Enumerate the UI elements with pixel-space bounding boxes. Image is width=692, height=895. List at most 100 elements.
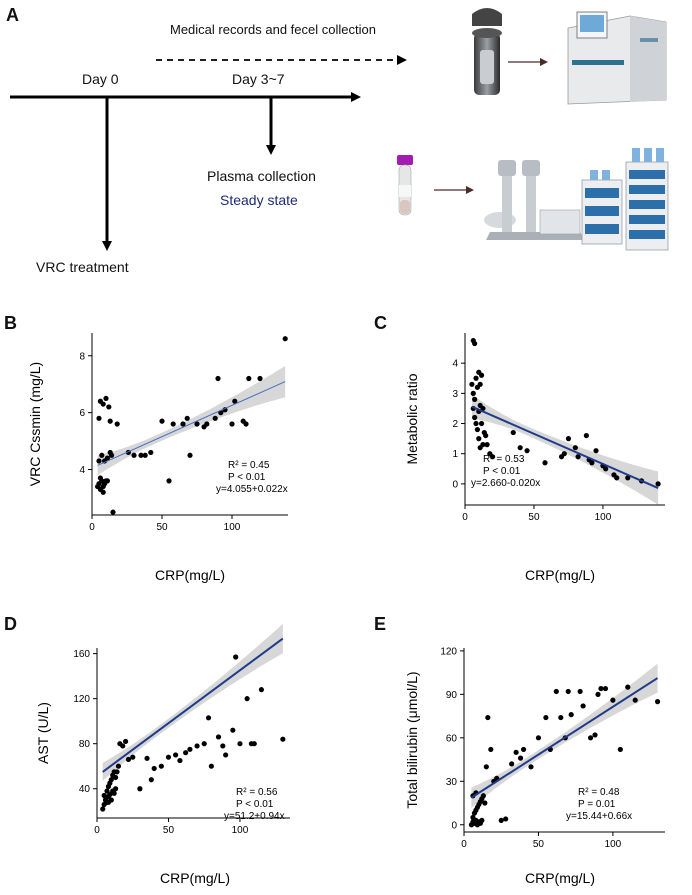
timeline-graphic xyxy=(10,8,669,251)
chart-e-pvalue: P = 0.01 xyxy=(578,799,616,810)
chart-e-point-34 xyxy=(553,688,559,695)
chart-d-ytick-40: 40 xyxy=(79,784,91,795)
chart-e-ytick-30: 30 xyxy=(446,777,458,788)
chart-d-xlabel: CRP(mg/L) xyxy=(160,870,230,886)
chart-b-fit-line xyxy=(97,381,286,466)
chart-e-confidence-band xyxy=(471,663,658,808)
chart-d-point-33 xyxy=(173,752,179,758)
chart-b-point-22 xyxy=(114,421,120,427)
chart-b-point-5 xyxy=(102,481,108,487)
chart-c-point-15 xyxy=(477,402,483,409)
chart-d-point-43 xyxy=(223,752,229,758)
chart-b-pvalue: P < 0.01 xyxy=(228,472,266,483)
chart-c-ylabel: Metabolic ratio xyxy=(404,373,420,464)
chart-b-point-44 xyxy=(240,418,246,424)
chart-c-xtick-0: 0 xyxy=(462,512,468,523)
chart-b-point-37 xyxy=(204,421,210,427)
chart-e-point-31 xyxy=(535,735,542,741)
vrc-treatment-label: VRC treatment xyxy=(36,259,129,275)
chart-c-point-45 xyxy=(655,481,661,487)
chart-c-point-41 xyxy=(611,472,617,478)
steady-state-label: Steady state xyxy=(220,192,298,208)
chart-b-confidence-band xyxy=(97,366,286,476)
chart-c-point-33 xyxy=(572,445,578,451)
chart-d-point-6 xyxy=(108,797,114,803)
chart-d-point-48 xyxy=(248,741,254,747)
chart-c-point-5 xyxy=(473,375,479,381)
chart-d-point-11 xyxy=(104,788,110,794)
chart-e-point-46 xyxy=(610,697,616,703)
chart-b-point-39 xyxy=(215,375,221,382)
chart-d-point-7 xyxy=(110,788,116,794)
chart-e-ytick-60: 60 xyxy=(446,733,458,744)
chart-d-point-12 xyxy=(105,783,112,790)
chart-b-point-3 xyxy=(99,478,105,484)
chart-d-point-40 xyxy=(208,763,214,769)
chart-b-point-40 xyxy=(218,410,224,416)
chart-d-point-34 xyxy=(177,757,183,764)
chart-e-point-32 xyxy=(543,714,549,721)
chart-e-point-3 xyxy=(473,817,479,824)
chart-d-point-27 xyxy=(137,786,143,792)
chart-d-point-17 xyxy=(112,774,119,781)
chart-b-point-1 xyxy=(96,481,102,487)
chart-c-point-21 xyxy=(481,429,487,436)
chart-c-point-7 xyxy=(476,369,482,375)
chart-c-point-10 xyxy=(470,405,476,412)
chart-e-point-2 xyxy=(471,820,478,826)
chart-c-point-13 xyxy=(474,426,481,433)
chart-e-point-7 xyxy=(479,817,485,824)
chart-e-point-20 xyxy=(485,714,491,721)
chart-c-point-26 xyxy=(510,429,516,436)
chart-b-point-26 xyxy=(138,452,144,458)
chart-d-point-9 xyxy=(112,786,119,792)
chart-b-point-12 xyxy=(102,458,108,464)
chart-c-ytick-3: 3 xyxy=(452,389,458,400)
chart-c-xtick-100: 100 xyxy=(595,512,612,523)
chart-d-point-5 xyxy=(107,791,113,797)
chart-e-point-21 xyxy=(488,746,494,753)
chart-c-fit-line xyxy=(471,405,659,490)
chart-c-point-3 xyxy=(470,390,476,396)
chart-d-point-24 xyxy=(122,738,129,745)
chart-c-ytick-0: 0 xyxy=(452,479,458,490)
chart-d-point-25 xyxy=(125,756,132,763)
chart-e-point-43 xyxy=(595,691,601,697)
chart-e-point-9 xyxy=(471,810,478,816)
chart-d-point-19 xyxy=(115,763,122,769)
chart-e-point-48 xyxy=(625,684,631,690)
chart-e-xtick-50: 50 xyxy=(533,839,545,850)
chart-d-point-42 xyxy=(220,743,226,749)
chart-b-point-4 xyxy=(100,489,106,495)
chart-c-point-18 xyxy=(476,436,482,442)
day37-label: Day 3~7 xyxy=(232,71,285,87)
chart-d-confidence-band xyxy=(102,623,283,781)
chart-b-point-31 xyxy=(170,421,176,427)
chart-b-xtick-0: 0 xyxy=(89,522,95,533)
chart-d-pvalue: P < 0.01 xyxy=(236,799,274,810)
medical-records-label: Medical records and fecel collection xyxy=(170,22,376,37)
chart-e-ytick-90: 90 xyxy=(446,690,458,701)
chart-e-point-24 xyxy=(498,817,504,824)
chart-c-point-44 xyxy=(638,478,645,484)
chart-c-point-38 xyxy=(593,448,599,454)
chart-c-point-22 xyxy=(483,432,489,439)
chart-e-point-0 xyxy=(468,822,475,828)
chart-e-xtick-100: 100 xyxy=(605,839,622,850)
chart-c-point-4 xyxy=(472,396,478,402)
chart-c-point-27 xyxy=(517,445,523,451)
chart-c-confidence-band xyxy=(471,394,659,505)
chart-e-equation: y=15.44+0.66x xyxy=(566,811,632,822)
chart-c-point-19 xyxy=(477,445,483,451)
chart-d-point-16 xyxy=(111,769,117,775)
chart-d-point-8 xyxy=(111,790,117,796)
chart-b-point-41 xyxy=(222,407,228,413)
chart-b-point-47 xyxy=(257,375,263,382)
chart-d-xtick-50: 50 xyxy=(163,825,175,836)
chart-c-point-34 xyxy=(575,454,581,460)
chart-d-point-28 xyxy=(144,755,150,761)
chart-d-point-15 xyxy=(110,772,116,778)
chart-b-point-43 xyxy=(232,398,238,404)
chart-d-point-35 xyxy=(183,750,189,756)
chart-e-point-49 xyxy=(632,697,638,703)
